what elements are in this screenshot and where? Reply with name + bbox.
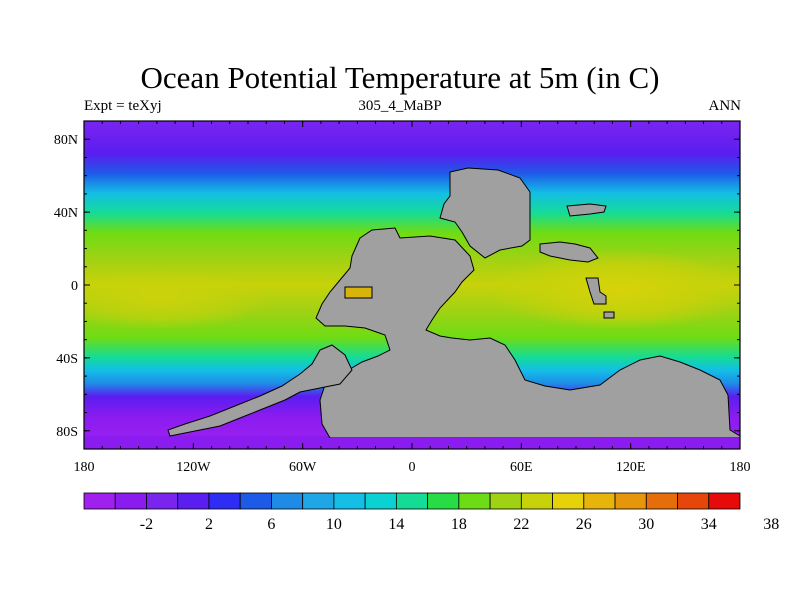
lat-tick-label: 0 bbox=[71, 279, 78, 294]
lat-tick-label: 80N bbox=[54, 133, 78, 148]
lon-tick-label: 60E bbox=[510, 460, 533, 475]
colorbar-swatch bbox=[333, 492, 366, 510]
colorbar-swatch bbox=[677, 492, 710, 510]
colorbar-swatch bbox=[708, 492, 741, 510]
lat-tick-label: 80S bbox=[56, 425, 78, 440]
colorbar-label: 38 bbox=[763, 516, 779, 533]
colorbar-swatch bbox=[520, 492, 553, 510]
colorbar-label: -2 bbox=[140, 516, 153, 533]
colorbar-label: 14 bbox=[388, 516, 404, 533]
colorbar-swatch bbox=[427, 492, 460, 510]
colorbar-label: 34 bbox=[701, 516, 717, 533]
lat-tick-label: 40S bbox=[56, 352, 78, 367]
lon-tick-label: 0 bbox=[409, 460, 416, 475]
colorbar-swatch bbox=[583, 492, 616, 510]
colorbar: -226101418222630343842 bbox=[83, 492, 779, 533]
map-title: Ocean Potential Temperature at 5m (in C) bbox=[140, 60, 660, 95]
colorbar-swatch bbox=[645, 492, 678, 510]
lon-tick-label: 180 bbox=[730, 460, 751, 475]
colorbar-label: 22 bbox=[513, 516, 529, 533]
latitude-axis: 80N 40N 0 40S 80S bbox=[54, 120, 740, 450]
colorbar-swatch bbox=[458, 492, 491, 510]
lat-tick-label: 40N bbox=[54, 206, 78, 221]
lon-tick-label: 120E bbox=[616, 460, 646, 475]
longitude-axis: 180 120W 60W 0 60E 120E 180 bbox=[74, 121, 751, 475]
colorbar-swatch bbox=[271, 492, 304, 510]
lon-tick-label: 180 bbox=[74, 460, 95, 475]
colorbar-label: 26 bbox=[576, 516, 592, 533]
colorbar-swatch bbox=[489, 492, 522, 510]
colorbar-swatch bbox=[83, 492, 116, 510]
colorbar-swatch bbox=[395, 492, 429, 510]
colorbar-swatch bbox=[114, 492, 147, 510]
colorbar-label: 10 bbox=[326, 516, 342, 533]
colorbar-swatch bbox=[239, 492, 272, 510]
colorbar-swatch bbox=[552, 492, 585, 510]
colorbar-label: 6 bbox=[267, 516, 275, 533]
colorbar-swatch bbox=[614, 492, 647, 510]
colorbar-label: 2 bbox=[205, 516, 213, 533]
lon-tick-label: 60W bbox=[289, 460, 317, 475]
period-label: 305_4_MaBP bbox=[358, 98, 442, 114]
colorbar-label: 30 bbox=[638, 516, 654, 533]
lon-tick-label: 120W bbox=[176, 460, 211, 475]
colorbar-swatch bbox=[364, 492, 397, 510]
season-label: ANN bbox=[708, 98, 742, 114]
colorbar-swatch bbox=[177, 492, 210, 510]
experiment-label: Expt = teXyj bbox=[84, 98, 162, 114]
colorbar-swatch bbox=[302, 492, 335, 510]
colorbar-label: 18 bbox=[451, 516, 467, 533]
colorbar-swatch bbox=[146, 492, 179, 510]
colorbar-swatch bbox=[208, 492, 241, 510]
continent-mask bbox=[84, 167, 741, 449]
